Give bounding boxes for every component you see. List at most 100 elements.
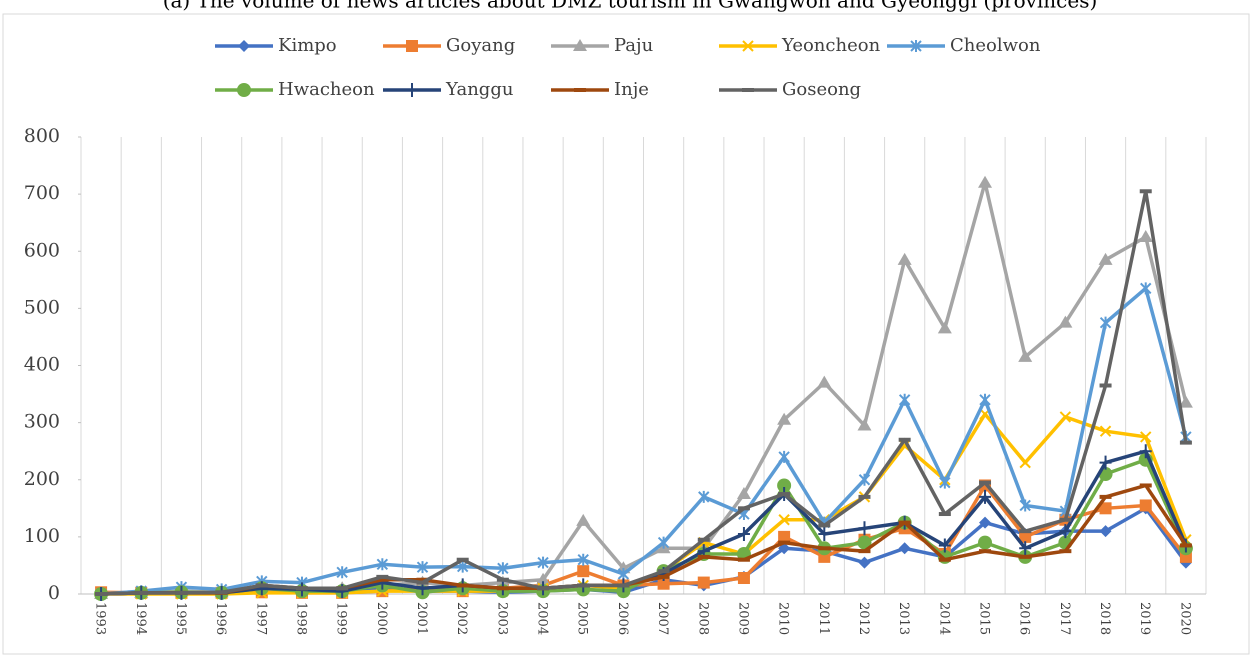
y-tick-label: 800 (24, 125, 60, 147)
data-point (817, 375, 832, 388)
x-tick-label: 2000 (374, 602, 389, 635)
data-point (1059, 524, 1072, 539)
x-tick-label: 2011 (816, 602, 831, 635)
x-tick-label: 1998 (293, 602, 308, 635)
x-tick-label: 1997 (253, 602, 268, 635)
data-point (376, 558, 389, 571)
data-point (536, 572, 551, 585)
data-point (858, 473, 871, 486)
y-tick-label: 100 (24, 525, 60, 547)
data-point (577, 565, 590, 578)
data-point (1059, 411, 1072, 423)
y-tick-label: 500 (24, 296, 60, 318)
data-point (737, 572, 750, 585)
chart-title: (a) The volume of news articles about DM… (163, 0, 1098, 13)
data-point (897, 252, 912, 265)
legend-marker (237, 83, 251, 97)
x-tick-label: 1996 (213, 602, 228, 635)
data-point (898, 393, 911, 406)
x-tick-label: 2009 (735, 602, 750, 635)
data-point (857, 535, 872, 550)
data-point (697, 576, 710, 589)
data-point (617, 568, 630, 581)
legend-label: Yanggu (445, 79, 513, 100)
data-point (1178, 395, 1193, 408)
series-line (100, 286, 1188, 596)
x-tick-label: 2013 (896, 602, 911, 635)
data-point (898, 542, 911, 555)
x-tick-label: 2007 (655, 602, 670, 635)
x-tick-label: 2017 (1057, 602, 1072, 635)
data-point (657, 536, 670, 549)
data-point (336, 566, 348, 579)
data-point (497, 562, 509, 575)
data-point (777, 478, 792, 493)
y-tick-label: 400 (24, 354, 60, 376)
data-point (1099, 425, 1112, 437)
y-tick-label: 600 (24, 239, 60, 261)
data-point (1099, 502, 1112, 515)
data-point (937, 321, 952, 334)
x-tick-label: 2005 (575, 602, 590, 635)
x-tick-label: 2010 (776, 602, 791, 635)
x-tick-label: 2016 (1017, 602, 1032, 635)
data-point (857, 418, 872, 431)
x-tick-label: 1999 (334, 602, 349, 635)
data-point (1139, 499, 1152, 512)
data-point (1019, 456, 1031, 469)
data-point (979, 489, 992, 504)
x-tick-label: 2001 (414, 602, 429, 635)
series-line (101, 189, 1188, 596)
data-point (778, 450, 790, 463)
data-point (1140, 431, 1152, 443)
legend-label: Goyang (446, 35, 515, 56)
data-point (1019, 541, 1032, 556)
x-tick-label: 2012 (856, 602, 871, 635)
data-point (1099, 316, 1112, 329)
x-tick-label: 1994 (133, 602, 148, 635)
x-tick-label: 2014 (936, 602, 951, 635)
data-point (416, 561, 429, 574)
y-tick-label: 200 (24, 468, 60, 490)
legend-marker (238, 40, 250, 52)
data-point (778, 530, 791, 543)
data-point (1139, 444, 1152, 459)
x-tick-label: 2004 (535, 602, 550, 635)
data-point (1058, 315, 1073, 328)
y-tick-label: 700 (24, 182, 60, 204)
legend-marker (406, 83, 418, 97)
data-point (938, 538, 951, 553)
data-point (698, 490, 710, 503)
data-point (818, 527, 831, 542)
data-point (939, 476, 951, 489)
data-point (577, 553, 589, 566)
x-tick-label: 2020 (1177, 602, 1192, 635)
y-tick-label: 300 (24, 411, 60, 433)
legend-label: Yeoncheon (781, 35, 881, 56)
data-point (858, 556, 871, 569)
chart-frame (2, 13, 1250, 655)
legend-marker (910, 40, 922, 52)
y-tick-label: 0 (48, 582, 60, 604)
data-point (979, 516, 992, 529)
legend-marker (742, 40, 754, 52)
x-tick-label: 2006 (615, 602, 630, 635)
x-tick-label: 2019 (1137, 602, 1152, 635)
x-tick-label: 1993 (93, 602, 108, 635)
data-point (777, 412, 792, 425)
legend-label: Hwacheon (278, 79, 375, 100)
data-point (858, 521, 871, 536)
data-point (576, 513, 591, 526)
legend-label: Paju (614, 35, 653, 56)
legend-label: Cheolwon (950, 35, 1041, 56)
data-point (657, 577, 670, 590)
data-point (1099, 525, 1112, 538)
data-point (1018, 349, 1033, 362)
data-point (1019, 530, 1032, 543)
data-point (1098, 252, 1113, 265)
data-point (1019, 499, 1031, 512)
data-point (1140, 282, 1152, 295)
data-point (737, 527, 750, 542)
data-point (979, 393, 991, 406)
